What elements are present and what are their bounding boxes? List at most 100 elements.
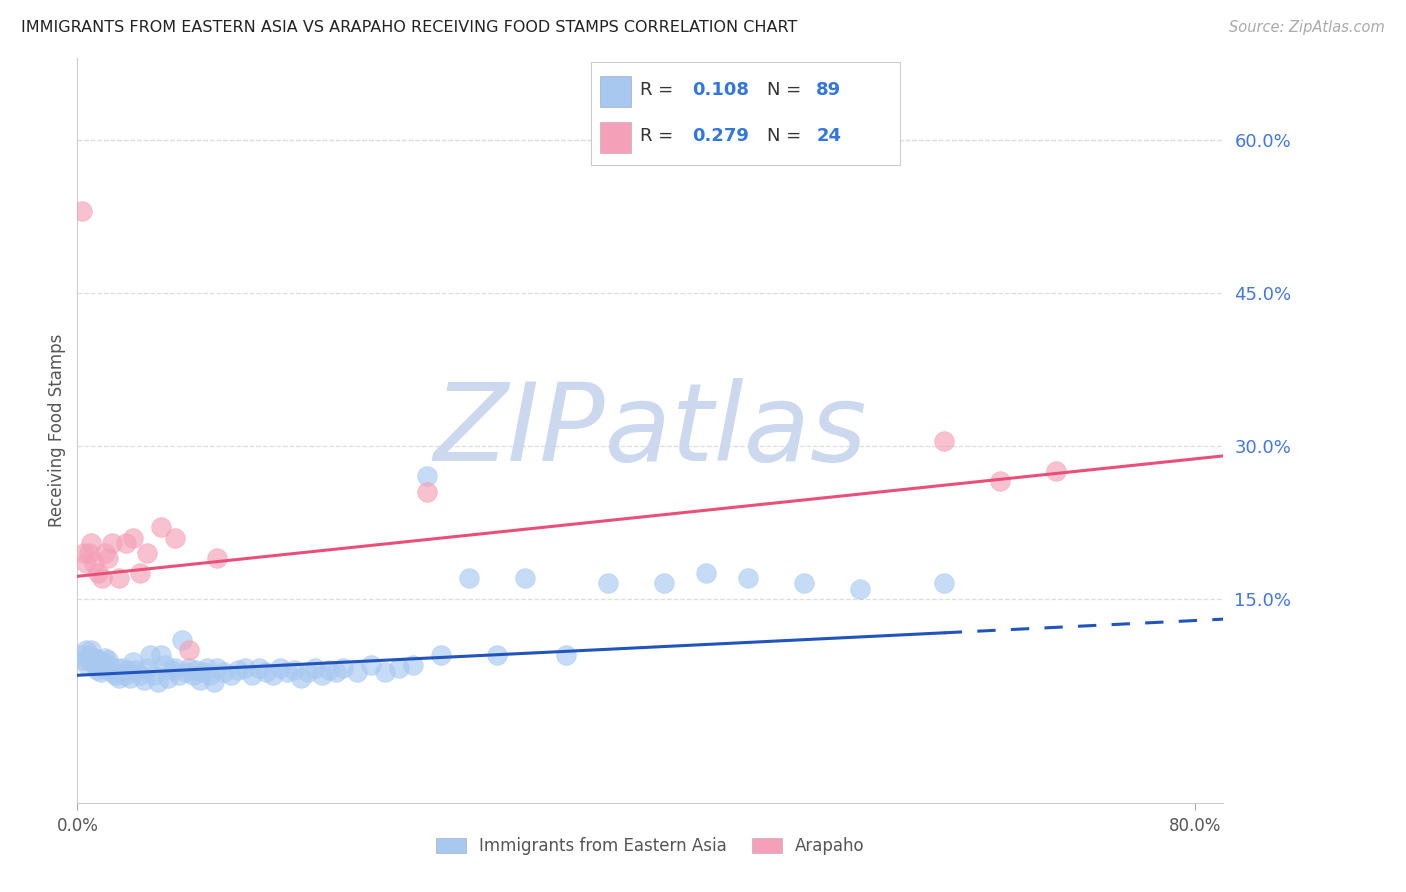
- Point: [83, 651, 105, 665]
- Point: [184, 663, 207, 677]
- Point: [125, 663, 148, 677]
- Point: [988, 475, 1011, 489]
- Point: [172, 632, 194, 647]
- Point: [429, 648, 451, 662]
- Point: [332, 661, 354, 675]
- Point: [101, 665, 124, 680]
- Point: [157, 671, 180, 685]
- Point: [139, 648, 162, 662]
- Point: [114, 668, 136, 682]
- Point: [136, 546, 159, 560]
- Point: [105, 661, 128, 675]
- Point: [219, 668, 242, 682]
- Point: [108, 571, 131, 585]
- Point: [162, 663, 184, 677]
- Point: [555, 648, 578, 662]
- Text: Source: ZipAtlas.com: Source: ZipAtlas.com: [1229, 20, 1385, 35]
- Point: [83, 556, 105, 570]
- Point: [1045, 464, 1067, 478]
- Point: [181, 668, 204, 682]
- Point: [96, 658, 118, 673]
- Point: [129, 668, 152, 682]
- Point: [91, 571, 114, 585]
- Point: [262, 668, 284, 682]
- Point: [143, 668, 166, 682]
- Point: [179, 642, 201, 657]
- Bar: [600, 76, 631, 106]
- Text: 0.279: 0.279: [693, 128, 749, 145]
- Point: [87, 653, 110, 667]
- Point: [77, 648, 100, 662]
- Point: [402, 658, 425, 673]
- Legend: Immigrants from Eastern Asia, Arapaho: Immigrants from Eastern Asia, Arapaho: [429, 830, 872, 862]
- Point: [98, 663, 121, 677]
- Point: [598, 576, 620, 591]
- Point: [87, 566, 110, 581]
- Point: [70, 204, 93, 219]
- Point: [191, 665, 214, 680]
- Point: [240, 668, 263, 682]
- Point: [269, 661, 291, 675]
- Point: [122, 531, 145, 545]
- Point: [195, 661, 218, 675]
- Point: [73, 653, 96, 667]
- Point: [108, 671, 131, 685]
- Point: [120, 671, 142, 685]
- Point: [111, 661, 134, 675]
- Point: [513, 571, 536, 585]
- Point: [202, 675, 225, 690]
- Point: [90, 665, 112, 680]
- Point: [79, 653, 101, 667]
- Point: [695, 566, 717, 581]
- Point: [94, 651, 117, 665]
- Point: [165, 531, 187, 545]
- Point: [76, 658, 98, 673]
- Point: [148, 675, 170, 690]
- Point: [346, 665, 368, 680]
- Point: [318, 663, 340, 677]
- Point: [176, 665, 198, 680]
- Text: R =: R =: [640, 81, 679, 99]
- Point: [80, 642, 103, 657]
- Point: [415, 484, 437, 499]
- Point: [101, 535, 124, 549]
- Point: [205, 661, 228, 675]
- Point: [91, 655, 114, 669]
- Point: [122, 655, 145, 669]
- Point: [80, 535, 103, 549]
- Point: [793, 576, 815, 591]
- Point: [150, 648, 173, 662]
- Point: [276, 665, 298, 680]
- Point: [485, 648, 508, 662]
- Point: [75, 642, 97, 657]
- Text: ZIPatlas: ZIPatlas: [433, 378, 868, 483]
- Point: [165, 661, 187, 675]
- Text: IMMIGRANTS FROM EASTERN ASIA VS ARAPAHO RECEIVING FOOD STAMPS CORRELATION CHART: IMMIGRANTS FROM EASTERN ASIA VS ARAPAHO …: [21, 20, 797, 35]
- Point: [150, 520, 173, 534]
- Point: [70, 648, 93, 662]
- Point: [205, 550, 228, 565]
- Point: [94, 546, 117, 560]
- Point: [932, 434, 955, 448]
- Point: [388, 661, 411, 675]
- Point: [226, 663, 249, 677]
- Point: [93, 661, 115, 675]
- Point: [283, 663, 305, 677]
- Text: 24: 24: [817, 128, 841, 145]
- Point: [117, 663, 139, 677]
- Point: [179, 661, 201, 675]
- Text: N =: N =: [766, 128, 807, 145]
- Text: 89: 89: [817, 81, 841, 99]
- Point: [374, 665, 396, 680]
- Point: [73, 546, 96, 560]
- Point: [233, 661, 256, 675]
- Point: [104, 668, 127, 682]
- Point: [97, 653, 120, 667]
- Point: [297, 665, 319, 680]
- Point: [198, 668, 221, 682]
- Point: [155, 658, 177, 673]
- Point: [134, 673, 156, 688]
- Point: [457, 571, 479, 585]
- Point: [129, 566, 152, 581]
- Point: [325, 665, 347, 680]
